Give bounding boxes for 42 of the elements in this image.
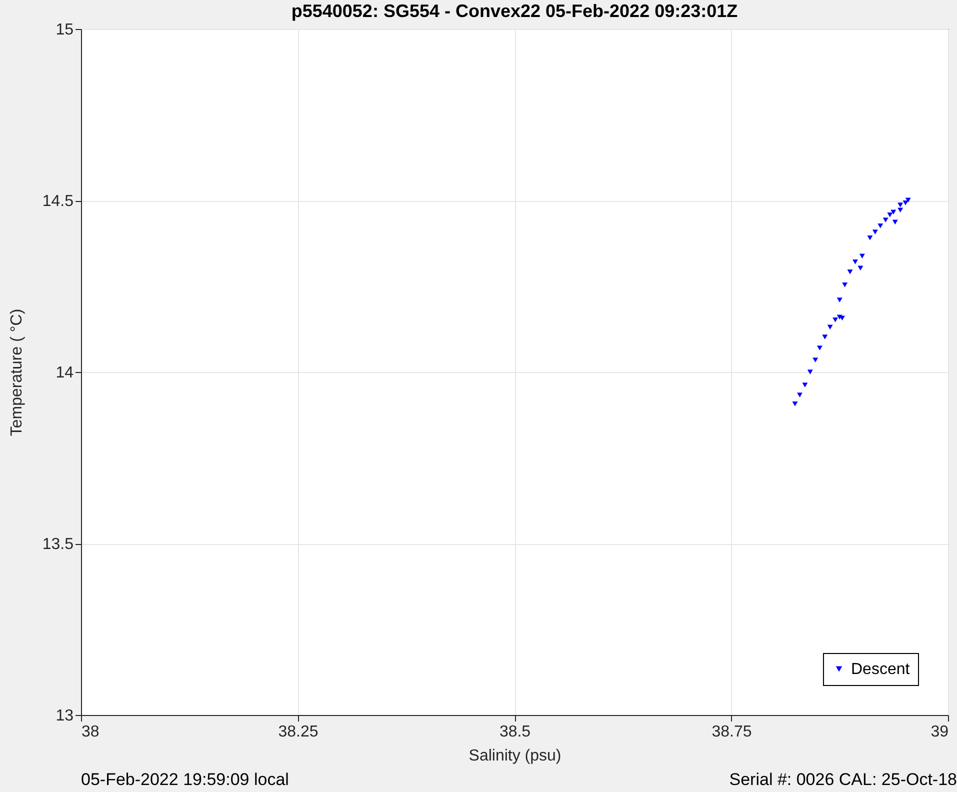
y-tick-label: 13.5 bbox=[42, 536, 74, 553]
x-axis-title: Salinity (psu) bbox=[468, 748, 562, 764]
point bbox=[852, 260, 858, 264]
point bbox=[882, 218, 888, 222]
point bbox=[859, 254, 865, 258]
y-tick-label: 14.5 bbox=[42, 193, 74, 210]
legend-label: Descent bbox=[851, 661, 910, 678]
point bbox=[827, 324, 833, 330]
text: Serial #: 0026 CAL: 25-Oct-18 bbox=[729, 770, 957, 790]
point bbox=[842, 282, 848, 288]
point bbox=[797, 392, 802, 398]
point bbox=[867, 236, 873, 240]
point bbox=[898, 202, 904, 208]
point bbox=[878, 224, 884, 228]
point bbox=[847, 269, 853, 274]
x-tick-label: 38.25 bbox=[278, 724, 318, 740]
point bbox=[858, 266, 864, 270]
y-axis-title: Temperature ( °C) bbox=[8, 308, 26, 436]
point bbox=[890, 210, 896, 215]
x-tick-label: 38.75 bbox=[712, 724, 752, 740]
point bbox=[887, 212, 893, 218]
x-tick-label: 39 bbox=[930, 724, 949, 740]
point bbox=[892, 220, 898, 224]
point bbox=[898, 208, 904, 212]
point bbox=[807, 370, 813, 374]
point bbox=[902, 200, 908, 206]
point bbox=[836, 298, 842, 302]
y-tick-label: 13 bbox=[56, 708, 74, 724]
point bbox=[816, 346, 822, 350]
x-tick-label: 38 bbox=[82, 724, 100, 740]
point bbox=[802, 382, 808, 388]
point bbox=[792, 402, 798, 406]
x-tick-label: 38.5 bbox=[499, 724, 531, 740]
y-tick-label: 15 bbox=[56, 22, 74, 38]
point bbox=[832, 317, 838, 322]
y-tick-label: 14 bbox=[56, 364, 74, 382]
text: 05-Feb-2022 19:59:09 local bbox=[81, 770, 289, 790]
chart-title: p5540052: SG554 - Convex22 05-Feb-2022 09:23:01Z bbox=[290, 1, 739, 22]
point bbox=[822, 334, 828, 340]
point bbox=[872, 230, 878, 234]
point bbox=[905, 198, 911, 203]
point bbox=[812, 358, 818, 362]
